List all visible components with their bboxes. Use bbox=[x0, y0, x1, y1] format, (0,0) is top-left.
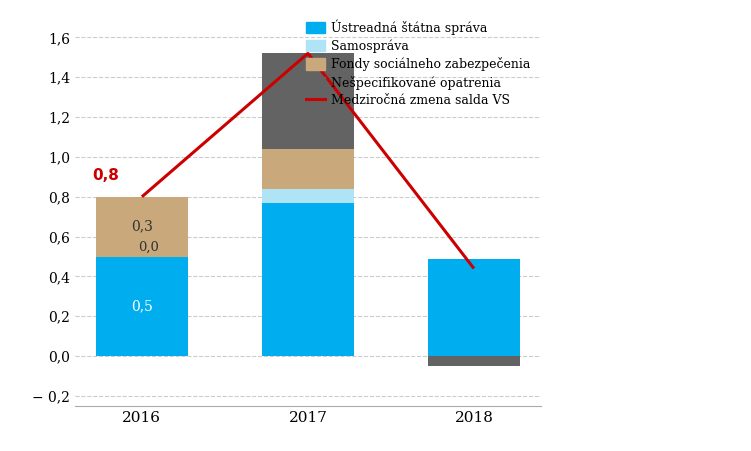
Bar bbox=[428, 258, 520, 356]
Bar bbox=[96, 197, 188, 257]
Text: 0,0: 0,0 bbox=[138, 241, 159, 254]
Legend: Ústreadná štátna správa, Samospráva, Fondy sociálneho zabezpečenia, Nešpecifikov: Ústreadná štátna správa, Samospráva, Fon… bbox=[303, 16, 535, 111]
Bar bbox=[96, 257, 188, 356]
Bar bbox=[262, 189, 354, 203]
Bar bbox=[428, 356, 520, 366]
Bar bbox=[262, 203, 354, 356]
Bar bbox=[262, 149, 354, 189]
Text: 0,8: 0,8 bbox=[92, 168, 119, 183]
Text: 0,3: 0,3 bbox=[131, 220, 153, 234]
Bar bbox=[262, 53, 354, 149]
Text: 0,5: 0,5 bbox=[131, 299, 153, 313]
